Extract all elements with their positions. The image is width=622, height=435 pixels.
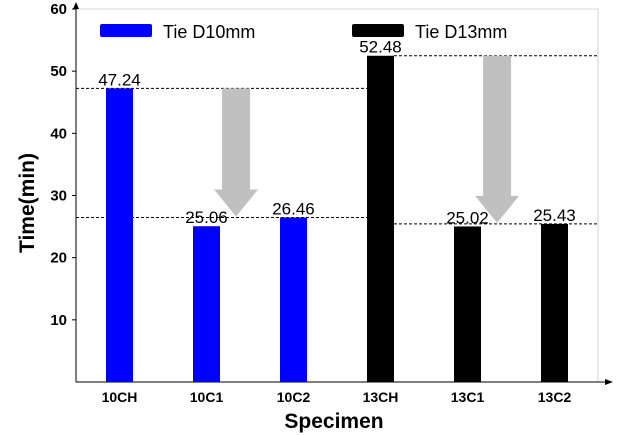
y-axis-title: Time(min): [16, 153, 39, 253]
value-label-10c2: 26.46: [272, 200, 315, 219]
x-axis-title: Specimen: [284, 410, 383, 433]
y-tick-label: 30: [50, 188, 67, 205]
y-tick-label: 40: [50, 125, 67, 142]
bar-13ch: [367, 55, 394, 383]
legend-swatch-tie-d13mm: [352, 24, 404, 37]
y-tick-label: 50: [50, 63, 67, 80]
reference-lines: [76, 55, 598, 225]
bar-10ch: [106, 88, 133, 382]
legend-swatch-tie-d10mm: [100, 24, 152, 37]
legend-label-tie-d10mm: Tie D10mm: [163, 22, 255, 42]
y-tick-label: 60: [50, 1, 67, 18]
x-tick-label-13c1: 13C1: [451, 389, 485, 405]
x-tick-label-10c1: 10C1: [190, 389, 224, 405]
x-tick-label-13c2: 13C2: [538, 389, 572, 405]
reduction-arrow: [475, 55, 520, 223]
reduction-arrow: [214, 88, 259, 217]
y-tick-label: 10: [50, 312, 67, 329]
legend-label-tie-d13mm: Tie D13mm: [415, 22, 507, 42]
x-tick-label-10c2: 10C2: [277, 389, 311, 405]
value-label-10ch: 47.24: [98, 70, 141, 89]
value-label-13c1: 25.02: [446, 208, 489, 227]
plot-area-border: [75, 8, 599, 383]
y-axis-arrowhead: [73, 2, 79, 9]
bar-10c1: [193, 226, 220, 382]
bar-10c2: [280, 217, 307, 382]
value-label-13ch: 52.48: [359, 38, 402, 57]
value-labels: 47.24 25.06 26.46 52.48 25.02 25.43: [98, 38, 576, 228]
bar-13c1: [454, 226, 481, 382]
x-tick-label-10ch: 10CH: [102, 389, 138, 405]
value-label-10c1: 25.06: [185, 208, 228, 227]
x-tick-label-13ch: 13CH: [363, 389, 399, 405]
reduction-arrows: [214, 55, 520, 223]
value-label-13c2: 25.43: [533, 206, 576, 225]
axis-ticks: 10 20 30 40 50 60 10CH 10C1 10C2 13CH 13C1 13C2: [50, 1, 571, 405]
plot-frame: [73, 2, 613, 385]
y-tick-label: 20: [50, 250, 67, 267]
x-axis-arrowhead: [605, 379, 613, 385]
bar-13c2: [541, 223, 568, 382]
legend: Tie D10mm Tie D13mm: [100, 22, 507, 42]
bars: [106, 55, 568, 383]
